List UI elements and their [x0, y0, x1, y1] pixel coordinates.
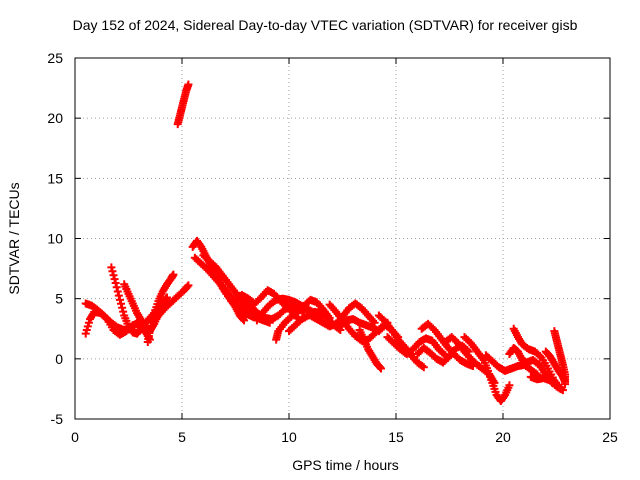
- x-tick-label: 20: [495, 429, 511, 445]
- data-point: [558, 386, 567, 395]
- series-arc-22: [383, 333, 450, 360]
- series-arc-32: [541, 347, 570, 386]
- y-tick-label: -5: [51, 411, 64, 427]
- chart-title: Day 152 of 2024, Sidereal Day-to-day VTE…: [73, 17, 578, 33]
- data-point: [115, 295, 124, 304]
- series-arc-30: [526, 372, 567, 395]
- series-arc-27: [481, 351, 542, 379]
- x-tick-label: 5: [178, 429, 186, 445]
- y-tick-label: 25: [47, 50, 63, 66]
- data-point: [119, 307, 128, 316]
- data-point: [114, 291, 123, 300]
- data-point: [184, 281, 193, 290]
- data-point: [110, 275, 119, 284]
- data-point: [109, 271, 118, 280]
- x-tick-label: 15: [388, 429, 404, 445]
- series-arc-15: [272, 295, 334, 344]
- data-point: [418, 362, 427, 371]
- y-tick-label: 0: [55, 351, 63, 367]
- data-point: [240, 316, 249, 325]
- y-tick-label: 5: [55, 291, 63, 307]
- data-point: [377, 364, 386, 373]
- data-point: [505, 381, 514, 390]
- data-point: [112, 283, 121, 292]
- y-tick-label: 10: [47, 231, 63, 247]
- data-point: [169, 270, 178, 279]
- data-point: [183, 282, 192, 291]
- series-arc-26: [460, 333, 514, 405]
- grid-lines: [75, 58, 610, 419]
- data-point: [113, 287, 122, 296]
- data-point: [118, 303, 127, 312]
- data-point: [439, 349, 448, 358]
- y-axis-label: SDTVAR / TECUs: [6, 182, 22, 294]
- data-point: [535, 352, 544, 361]
- series-arc-24: [413, 341, 473, 367]
- data-point: [419, 363, 428, 372]
- series-arc-29: [509, 324, 565, 393]
- data-point: [107, 263, 116, 272]
- data-point: [117, 299, 126, 308]
- x-tick-label: 0: [71, 429, 79, 445]
- data-point: [145, 325, 154, 334]
- x-tick-label: 10: [281, 429, 297, 445]
- y-tick-label: 15: [47, 170, 63, 186]
- data-points: [81, 80, 570, 405]
- data-point: [108, 267, 117, 276]
- data-point: [163, 293, 172, 302]
- data-point: [561, 377, 570, 386]
- x-axis-label: GPS time / hours: [292, 457, 399, 473]
- data-point: [375, 363, 384, 372]
- axis-ticks: 0 5 10 15 20 25 -5 0 5 10 15 20 25: [47, 50, 618, 445]
- x-tick-label: 25: [602, 429, 618, 445]
- series-arc-07: [173, 80, 193, 129]
- data-point: [238, 315, 247, 324]
- data-point: [184, 80, 193, 89]
- series-arc-06: [148, 281, 193, 327]
- y-tick-label: 20: [47, 110, 63, 126]
- series-arc-20: [355, 325, 386, 373]
- data-point: [111, 279, 120, 288]
